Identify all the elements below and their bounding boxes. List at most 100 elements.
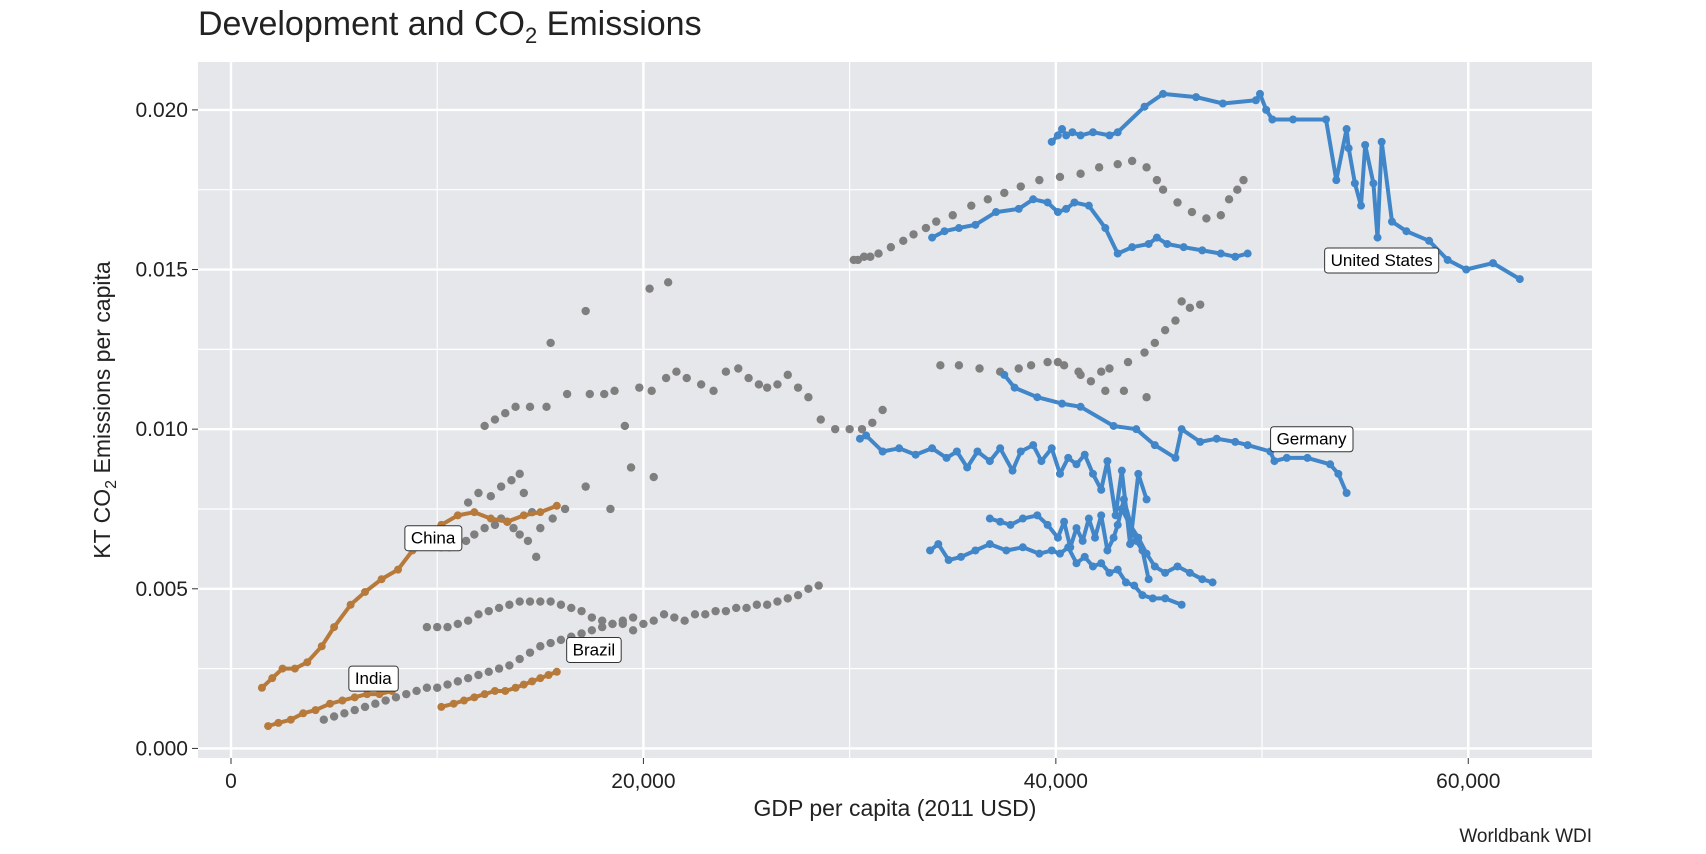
series-point bbox=[1084, 514, 1093, 523]
series-point bbox=[1128, 243, 1137, 252]
series-point bbox=[278, 664, 287, 673]
background-point bbox=[463, 616, 473, 625]
background-point bbox=[1113, 159, 1122, 169]
background-point bbox=[859, 252, 869, 261]
background-point bbox=[525, 402, 535, 412]
series-point bbox=[1163, 239, 1172, 248]
chart-caption: Worldbank WDI bbox=[1459, 826, 1592, 847]
y-axis-ticks: 0.000 0.005 0.010 0.015 0.020 bbox=[135, 99, 198, 760]
background-point bbox=[661, 373, 671, 383]
background-point bbox=[371, 699, 380, 708]
background-point bbox=[562, 389, 572, 399]
series-point bbox=[1000, 370, 1009, 379]
background-point bbox=[507, 476, 516, 485]
series-point bbox=[1062, 131, 1071, 140]
country-label: Brazil bbox=[566, 636, 622, 663]
x-tick-label: 0 bbox=[225, 770, 237, 793]
background-point bbox=[496, 482, 506, 491]
series-point bbox=[992, 208, 1001, 217]
series-point bbox=[286, 715, 295, 724]
series-point bbox=[1117, 504, 1126, 513]
background-point bbox=[857, 424, 867, 434]
y-axis-label-subscript: 2 bbox=[103, 480, 120, 489]
background-point bbox=[525, 597, 535, 606]
series-point bbox=[1105, 568, 1114, 577]
series-point bbox=[928, 233, 937, 242]
series-point bbox=[1148, 594, 1157, 603]
series-point bbox=[1192, 93, 1201, 102]
background-point bbox=[606, 504, 615, 514]
series-point bbox=[1113, 520, 1122, 529]
background-point bbox=[490, 520, 500, 530]
background-point bbox=[509, 523, 518, 533]
series-point bbox=[377, 575, 386, 584]
series-point bbox=[1357, 201, 1366, 210]
background-point bbox=[948, 211, 957, 220]
x-tick-label: 40,000 bbox=[1024, 770, 1088, 793]
series-point bbox=[926, 546, 935, 555]
series-point bbox=[311, 706, 320, 715]
series-point bbox=[1344, 144, 1353, 153]
country-label-box bbox=[1324, 247, 1440, 274]
series-point bbox=[1058, 125, 1067, 134]
series-point bbox=[486, 514, 495, 523]
chart-title: Development and CO2 Emissions bbox=[198, 5, 702, 48]
country-label-text: India bbox=[355, 669, 392, 688]
series-point bbox=[1515, 275, 1524, 284]
chart-title-suffix: Emissions bbox=[537, 5, 701, 43]
background-point bbox=[696, 380, 706, 389]
background-point bbox=[463, 673, 473, 683]
background-point bbox=[793, 590, 803, 600]
series-point bbox=[1002, 546, 1011, 555]
background-point bbox=[721, 606, 731, 616]
background-point bbox=[515, 530, 524, 539]
background-point bbox=[868, 418, 877, 427]
background-point bbox=[515, 654, 524, 664]
series-point bbox=[330, 623, 339, 632]
background-point bbox=[783, 370, 792, 380]
series-point bbox=[1142, 549, 1151, 558]
series-point bbox=[855, 434, 864, 443]
background-point bbox=[1123, 357, 1133, 367]
background-point bbox=[762, 600, 772, 609]
series-point bbox=[1144, 239, 1153, 248]
background-point bbox=[536, 597, 545, 606]
background-point bbox=[531, 552, 541, 562]
series-point bbox=[1070, 198, 1079, 207]
series-point bbox=[985, 514, 994, 523]
series-point bbox=[928, 444, 937, 453]
background-point bbox=[773, 597, 782, 606]
background-point bbox=[505, 600, 514, 609]
series-point bbox=[257, 683, 266, 692]
background-point bbox=[1105, 364, 1114, 373]
background-point bbox=[1150, 338, 1160, 348]
series-point bbox=[973, 447, 982, 456]
background-point bbox=[886, 242, 896, 252]
background-point bbox=[546, 338, 555, 348]
background-point bbox=[1119, 386, 1129, 396]
series-point bbox=[1080, 450, 1089, 459]
background-point bbox=[853, 255, 863, 265]
series-point bbox=[1332, 176, 1341, 185]
background-point bbox=[536, 523, 545, 533]
series-point bbox=[1142, 495, 1151, 504]
series-point bbox=[536, 508, 545, 517]
background-point bbox=[585, 389, 595, 399]
series-point bbox=[1076, 402, 1085, 411]
background-point bbox=[490, 415, 500, 424]
background-point bbox=[474, 670, 483, 680]
series-point bbox=[511, 683, 520, 692]
background-point bbox=[670, 613, 679, 622]
background-point bbox=[597, 622, 607, 632]
background-point bbox=[486, 492, 496, 501]
background-point bbox=[639, 619, 648, 629]
series-point bbox=[1062, 204, 1071, 213]
background-point bbox=[443, 680, 452, 689]
series-point bbox=[544, 670, 553, 679]
series-point bbox=[1058, 399, 1067, 408]
background-point bbox=[556, 635, 566, 645]
background-point bbox=[783, 594, 792, 603]
background-point bbox=[734, 364, 743, 373]
country-label-text: China bbox=[411, 529, 456, 548]
